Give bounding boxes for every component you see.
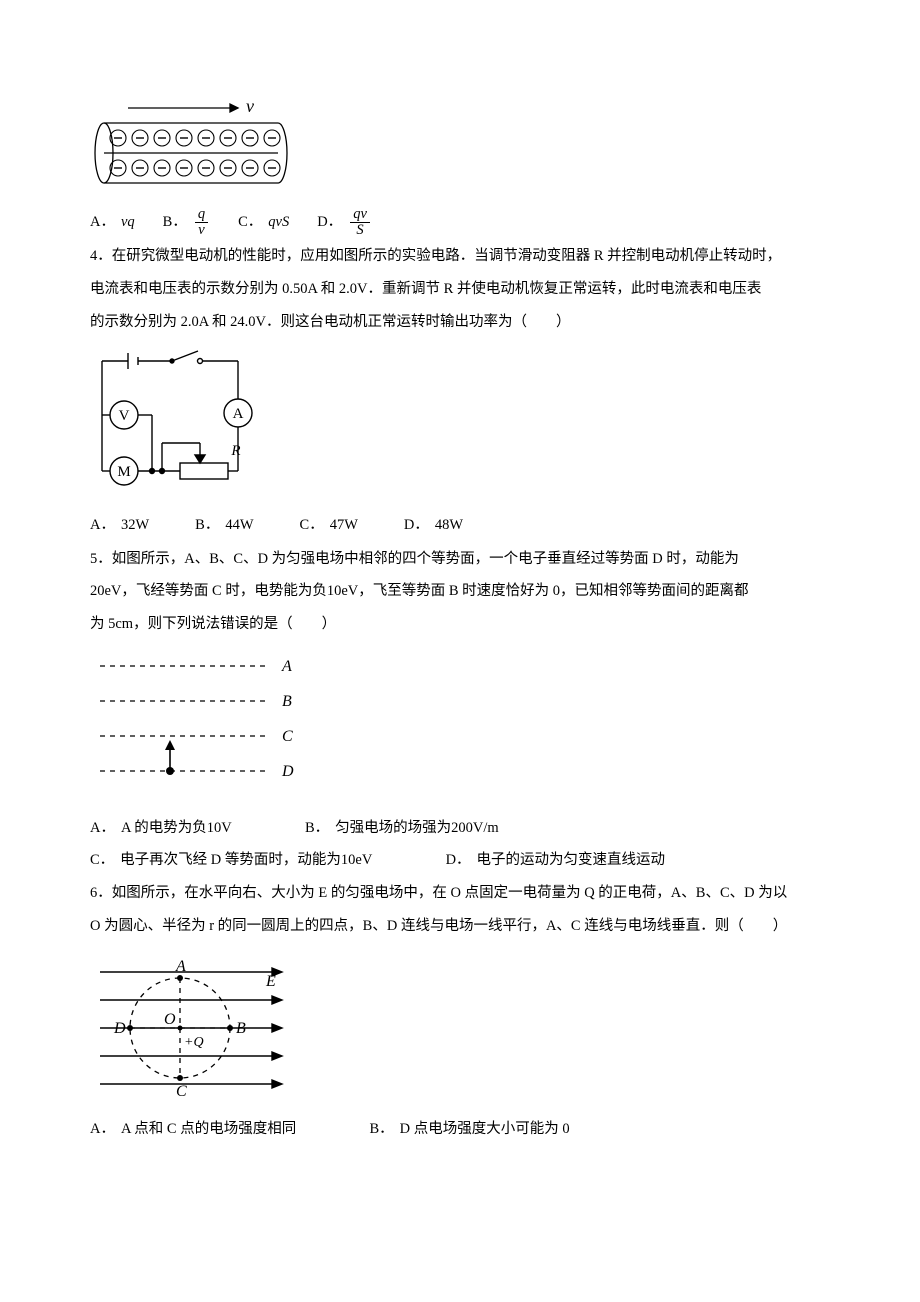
q4-text-3: 的示数分别为 2.0A 和 24.0V．则这台电动机正常运转时输出功率为（ ） [90, 308, 830, 338]
q5-options-row2: C．电子再次飞经 D 等势面时，动能为10eV D．电子的运动为匀变速直线运动 [90, 846, 830, 876]
q4-opt-a: A．32W [90, 511, 149, 541]
svg-text:M: M [117, 464, 130, 480]
q5-opt-a: A．A 的电势为负10V [90, 814, 232, 844]
q4-opt-d: D．48W [404, 511, 463, 541]
q5-text-3: 为 5cm，则下列说法错误的是（ ） [90, 610, 830, 640]
q4-opt-b: B．44W [195, 511, 253, 541]
q4-opt-c: C．47W [300, 511, 358, 541]
q5-figure: A B C D [90, 646, 830, 808]
svg-text:A: A [175, 958, 186, 975]
svg-text:E: E [265, 973, 276, 990]
q4-options: A．32W B．44W C．47W D．48W [90, 511, 830, 541]
svg-text:O: O [164, 1011, 176, 1028]
svg-text:V: V [119, 408, 130, 424]
q6-opt-a: A．A 点和 C 点的电场强度相同 [90, 1115, 296, 1145]
svg-text:A: A [281, 658, 292, 675]
q6-opt-b: B．D 点电场强度大小可能为 0 [369, 1115, 569, 1145]
svg-text:D: D [281, 763, 294, 780]
svg-text:A: A [233, 406, 244, 422]
q5-text-2: 20eV，飞经等势面 C 时，电势能为负10eV，飞至等势面 B 时速度恰好为 … [90, 577, 830, 607]
q5-opt-c: C．电子再次飞经 D 等势面时，动能为10eV [90, 846, 372, 876]
svg-text:R: R [230, 443, 240, 459]
q6-text: 6．如图所示，在水平向右、大小为 E 的匀强电场中，在 O 点固定一电荷量为 Q… [90, 879, 830, 909]
svg-text:C: C [282, 728, 293, 745]
svg-text:B: B [282, 693, 292, 710]
q5-opt-b: B．匀强电场的场强为200V/m [305, 814, 499, 844]
q5-text: 5．如图所示，A、B、C、D 为匀强电场中相邻的四个等势面，一个电子垂直经过等势… [90, 545, 830, 575]
q4-figure: V A M R [90, 343, 830, 505]
q5-opt-d: D．电子的运动为匀变速直线运动 [446, 846, 665, 876]
q3-opt-c: C． qvS [238, 208, 289, 238]
svg-text:+Q: +Q [184, 1035, 204, 1050]
q6-text-2: O 为圆心、半径为 r 的同一圆周上的四点，B、D 连线与电场一线平行，A、C … [90, 912, 830, 942]
q3-opt-d: D． qvS [317, 207, 372, 238]
q6-options: A．A 点和 C 点的电场强度相同 B．D 点电场强度大小可能为 0 [90, 1115, 830, 1145]
velocity-label: v [246, 96, 254, 116]
q4-text: 4．在研究微型电动机的性能时，应用如图所示的实验电路．当调节滑动变阻器 R 并控… [90, 242, 830, 272]
q3-opt-b: B． qv [163, 207, 210, 238]
q6-figure: A B C D E O +Q [90, 948, 830, 1110]
q4-text-2: 电流表和电压表的示数分别为 0.50A 和 2.0V．重新调节 R 并使电动机恢… [90, 275, 830, 305]
svg-text:D: D [113, 1020, 126, 1037]
q3-figure: v [90, 96, 830, 201]
q5-options-row1: A．A 的电势为负10V B．匀强电场的场强为200V/m [90, 814, 830, 844]
svg-text:C: C [176, 1083, 187, 1098]
svg-text:B: B [236, 1020, 246, 1037]
q3-opt-a: A． vq [90, 208, 135, 238]
q3-options: A． vq B． qv C． qvS D． qvS [90, 207, 830, 238]
